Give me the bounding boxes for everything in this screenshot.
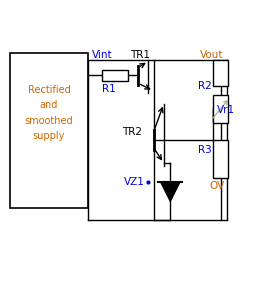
Text: R3: R3 xyxy=(198,145,212,155)
Text: TR2: TR2 xyxy=(123,127,143,137)
Text: TR1: TR1 xyxy=(130,50,150,60)
Text: R2: R2 xyxy=(198,81,212,91)
Bar xyxy=(102,70,128,81)
Polygon shape xyxy=(160,182,180,201)
Text: Vr1: Vr1 xyxy=(217,105,235,115)
Text: Vout: Vout xyxy=(200,50,223,60)
Bar xyxy=(214,140,228,178)
Text: Rectified: Rectified xyxy=(28,85,70,95)
Text: OV: OV xyxy=(209,181,224,191)
Text: Vint: Vint xyxy=(92,50,112,60)
Bar xyxy=(214,60,228,86)
Text: smoothed: smoothed xyxy=(25,115,73,125)
Text: and: and xyxy=(40,100,58,110)
Bar xyxy=(214,95,228,123)
Text: supply: supply xyxy=(33,131,65,141)
FancyBboxPatch shape xyxy=(10,53,88,208)
Text: VZ1: VZ1 xyxy=(124,177,144,187)
Text: R1: R1 xyxy=(102,84,116,94)
